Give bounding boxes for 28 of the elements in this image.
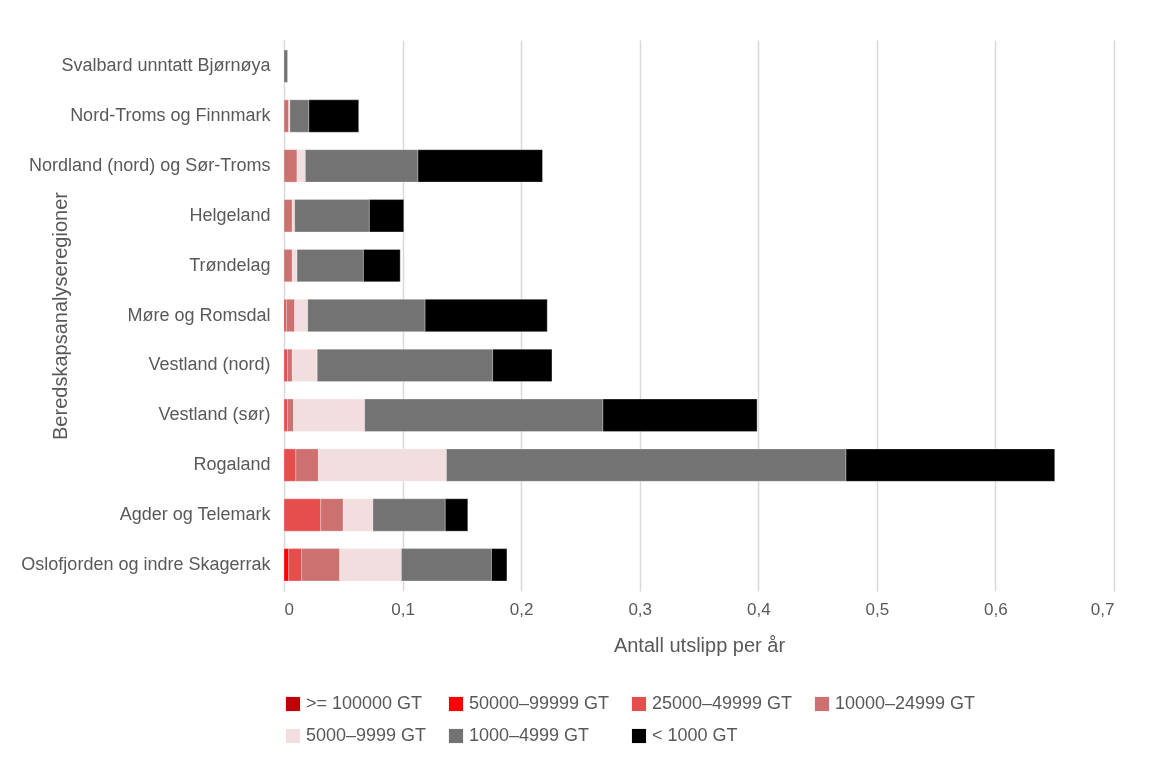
x-tick-label: 0 [284, 599, 294, 619]
legend-label: 50000–99999 GT [469, 693, 610, 713]
x-tick-label: 0,6 [984, 599, 1008, 619]
legend-label: 5000–9999 GT [306, 725, 427, 745]
y-tick-label: Møre og Romsdal [127, 304, 271, 325]
y-tick-label: Nord-Troms og Finnmark [70, 105, 272, 126]
x-tick-label: 0,2 [509, 599, 534, 619]
legend-label: 1000–4999 GT [469, 725, 590, 745]
y-tick-label: Svalbard unntatt Bjørnøya [61, 55, 272, 76]
x-tick-label: 0,5 [865, 599, 890, 619]
y-tick-label: Vestland (nord) [148, 354, 271, 375]
y-axis-title: Beredskapsanalyseregioner [48, 191, 71, 440]
x-tick-label: 0,1 [391, 599, 415, 619]
legend-label: >= 100000 GT [306, 693, 423, 713]
y-tick-label: Trøndelag [189, 254, 271, 275]
legend-label: < 1000 GT [652, 725, 738, 745]
legend-label: 25000–49999 GT [652, 693, 793, 713]
y-tick-label: Nordland (nord) og Sør-Troms [29, 154, 271, 175]
x-tick-label: 0,3 [628, 599, 653, 619]
x-axis-title: Antall utslipp per år [613, 633, 786, 656]
x-tick-label: 0,4 [746, 599, 771, 619]
y-tick-label: Vestland (sør) [158, 404, 271, 425]
y-tick-label: Oslofjorden og indre Skagerrak [21, 553, 272, 574]
legend-label: 10000–24999 GT [835, 693, 976, 713]
y-tick-label: Agder og Telemark [119, 503, 272, 524]
x-tick-label: 0,7 [1090, 599, 1115, 619]
y-tick-label: Helgeland [189, 204, 271, 225]
y-tick-label: Rogaland [193, 454, 271, 475]
